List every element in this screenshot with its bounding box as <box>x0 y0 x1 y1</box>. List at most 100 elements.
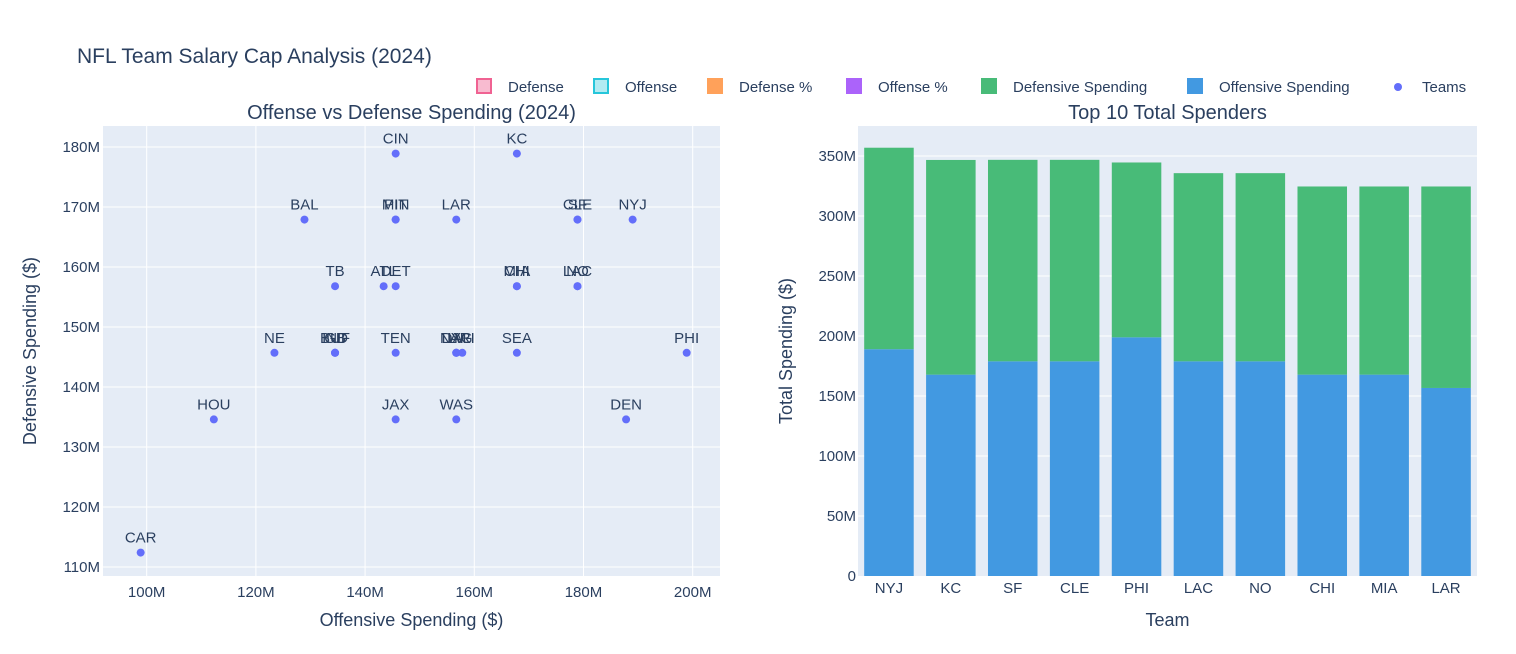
scatter-y-ticks: 110M 120M 130M 140M 150M 160M 170M 180M <box>62 139 100 576</box>
scatter-point-label: CHI <box>504 263 530 280</box>
scatter-y-tick-label: 170M <box>62 199 100 216</box>
scatter-point <box>270 348 279 357</box>
bar-x-ticks: NYJ KC SF CLE PHI LAC NO CHI MIA LAR <box>875 580 1461 597</box>
bar-segment-defense <box>1049 159 1100 362</box>
scatter-point <box>391 348 400 357</box>
scatter-point <box>391 415 400 424</box>
scatter-x-tick-label: 200M <box>674 584 712 601</box>
bar-y-tick-label: 150M <box>818 388 856 405</box>
legend-marker-0 <box>476 78 492 94</box>
scatter-point-label: HOU <box>197 396 230 413</box>
scatter-point <box>379 282 388 291</box>
bar-segment-defense <box>1173 173 1224 362</box>
scatter-point <box>209 415 218 424</box>
scatter-point-label: BAL <box>290 197 318 214</box>
scatter-point-label: NE <box>264 330 285 347</box>
scatter-point <box>391 215 400 224</box>
scatter-point-label: TB <box>325 263 344 280</box>
bar-y-tick-label: 100M <box>818 448 856 465</box>
scatter-y-tick-label: 180M <box>62 139 100 156</box>
legend-label-0: Defense <box>508 79 564 96</box>
bar-x-tick-label: PHI <box>1124 580 1149 597</box>
scatter-y-tick-label: 140M <box>62 379 100 396</box>
bar-y-ticks: 0 50M 100M 150M 200M 250M 300M 350M <box>818 148 856 585</box>
scatter-point <box>622 415 631 424</box>
bar-x-tick-label: CHI <box>1309 580 1335 597</box>
scatter-y-tick-label: 150M <box>62 319 100 336</box>
scatter-point <box>331 348 340 357</box>
scatter-point-label: KC <box>506 131 527 148</box>
scatter-x-ticks: 100M 120M 140M 160M 180M 200M <box>128 584 712 601</box>
bar-segment-defense <box>1359 186 1409 375</box>
scatter-point-label: DET <box>381 263 411 280</box>
legend-marker-1 <box>593 78 609 94</box>
scatter-y-tick-label: 120M <box>62 499 100 516</box>
scatter-y-tick-label: 110M <box>64 559 100 576</box>
bar-x-tick-label: CLE <box>1060 580 1089 597</box>
legend-label-4: Defensive Spending <box>1013 79 1147 96</box>
scatter-y-tick-label: 130M <box>62 439 100 456</box>
scatter-point-label: MIA <box>504 263 531 280</box>
bar-segment-defense <box>1297 186 1348 375</box>
scatter-point <box>512 348 521 357</box>
scatter-point <box>136 548 145 557</box>
scatter-point <box>682 348 691 357</box>
scatter-point <box>452 348 461 357</box>
bar-segment-offense <box>1235 361 1286 576</box>
bar-segment-offense <box>1173 361 1224 576</box>
scatter-point-label: LAC <box>563 263 592 280</box>
bar-segment-offense <box>1049 361 1100 576</box>
scatter-point-label: NO <box>566 263 589 280</box>
scatter-x-tick-label: 180M <box>565 584 603 601</box>
legend-label-5: Offensive Spending <box>1219 79 1350 96</box>
bar-y-axis-title: Total Spending ($) <box>776 278 796 424</box>
scatter-point-label: CLE <box>563 197 592 214</box>
bar-y-tick-label: 50M <box>827 508 856 525</box>
legend-marker-4 <box>981 78 997 94</box>
scatter-point <box>452 215 461 224</box>
bar-segment-defense <box>1111 162 1162 338</box>
bar-segment-offense <box>1111 337 1162 576</box>
legend-marker-6 <box>1394 83 1402 91</box>
legend-label-6: Teams <box>1422 79 1466 96</box>
scatter-point-label: SF <box>568 197 587 214</box>
bar-y-tick-label: 0 <box>848 568 856 585</box>
bar-x-tick-label: SF <box>1003 580 1022 597</box>
bar-x-axis-title: Team <box>1145 610 1189 630</box>
bar-segment-offense <box>987 361 1038 576</box>
scatter-point-label: JAX <box>382 396 410 413</box>
scatter-x-tick-label: 140M <box>346 584 384 601</box>
scatter-point-label: ATL <box>370 263 396 280</box>
scatter-point <box>512 282 521 291</box>
scatter-point <box>512 149 521 158</box>
scatter-point-label: DAL <box>442 330 471 347</box>
bar-segment-defense <box>1421 186 1471 388</box>
bar-segment-defense <box>987 159 1038 362</box>
bar-segment-offense <box>1421 387 1471 576</box>
bar-x-tick-label: NO <box>1249 580 1272 597</box>
scatter-point-label: CIN <box>383 131 409 148</box>
bar-x-tick-label: LAC <box>1184 580 1213 597</box>
scatter-x-tick-label: 160M <box>456 584 494 601</box>
scatter-point <box>628 215 637 224</box>
bar-x-tick-label: KC <box>940 580 961 597</box>
legend-label-1: Offense <box>625 79 677 96</box>
bar-y-tick-label: 350M <box>818 148 856 165</box>
scatter-point <box>573 215 582 224</box>
legend-label-3: Offense % <box>878 79 948 96</box>
scatter-point-label: PHI <box>674 330 699 347</box>
bar-segment-defense <box>864 147 914 350</box>
scatter-grid <box>103 126 720 576</box>
figure-title: NFL Team Salary Cap Analysis (2024) <box>77 45 432 68</box>
scatter-x-tick-label: 100M <box>128 584 166 601</box>
scatter-point-label: IND <box>322 330 348 347</box>
scatter-point-label: ARI <box>450 330 475 347</box>
scatter-y-tick-label: 160M <box>62 259 100 276</box>
bar-segment-offense <box>1297 374 1348 576</box>
scatter-point <box>391 282 400 291</box>
scatter-point-label: NYJ <box>618 197 646 214</box>
scatter-panel: Offense vs Defense Spending (2024) CIN KC… <box>20 102 720 630</box>
scatter-point <box>391 149 400 158</box>
bar-segment-defense <box>926 159 976 375</box>
